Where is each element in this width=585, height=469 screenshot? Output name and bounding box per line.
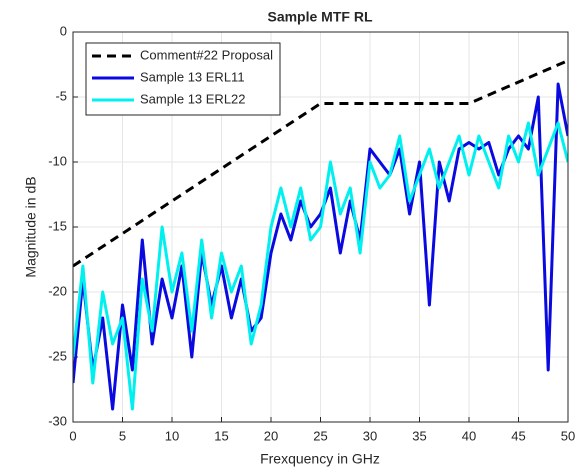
x-tick-label: 15 <box>214 428 228 443</box>
series-line <box>73 82 568 411</box>
series-line <box>73 121 568 411</box>
plot-frame <box>72 31 569 423</box>
y-tick-label: -25 <box>48 348 67 363</box>
legend-label: Sample 13 ERL11 <box>140 69 245 84</box>
x-tick-label: 10 <box>165 428 179 443</box>
x-tick-label: 5 <box>119 428 126 443</box>
x-tick-label: 35 <box>412 428 426 443</box>
y-tick-label: -20 <box>48 283 67 298</box>
x-tick-label: 30 <box>363 428 377 443</box>
y-tick-label: 0 <box>60 23 67 38</box>
x-tick-label: 0 <box>69 428 76 443</box>
legend-label: Sample 13 ERL22 <box>140 91 246 106</box>
y-tick-label: -5 <box>55 88 67 103</box>
x-axis-label: Frexquency in GHz <box>260 451 380 467</box>
y-tick-label: -10 <box>48 153 67 168</box>
series-line <box>73 59 568 268</box>
y-axis-label: Magnitude in dB <box>23 176 39 277</box>
x-tick-label: 45 <box>511 428 525 443</box>
plot-lines <box>73 59 568 411</box>
y-tick-label: -30 <box>48 413 67 428</box>
x-tick-label: 20 <box>264 428 278 443</box>
x-tick-label: 50 <box>561 428 575 443</box>
chart-title: Sample MTF RL <box>267 9 372 25</box>
legend-label: Comment#22 Proposal <box>140 47 273 62</box>
x-tick-label: 25 <box>313 428 327 443</box>
y-tick-label: -15 <box>48 218 67 233</box>
x-tick-label: 40 <box>462 428 476 443</box>
